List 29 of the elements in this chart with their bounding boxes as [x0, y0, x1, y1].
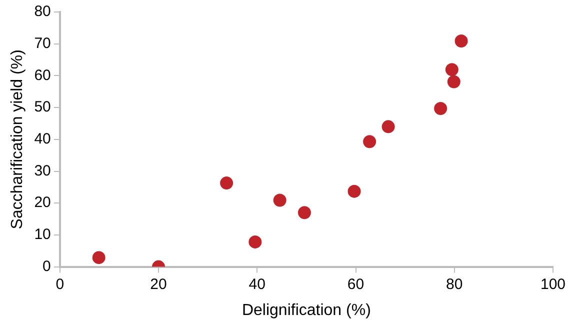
point [445, 63, 458, 76]
x-tick-label: 40 [248, 276, 266, 293]
point [273, 194, 286, 207]
point [248, 235, 262, 248]
x-axis-title: Delignification (%) [242, 302, 371, 319]
x-tick-label: 100 [540, 276, 566, 293]
x-tick-label: 80 [446, 276, 463, 293]
y-tick-label: 50 [34, 98, 51, 116]
point [447, 75, 460, 88]
point [382, 120, 395, 134]
y-tick-label: 40 [34, 130, 51, 148]
point [363, 135, 376, 148]
y-tick-label: 0 [42, 258, 51, 275]
y-tick-label: 30 [34, 162, 51, 180]
point [220, 176, 234, 190]
point [434, 102, 448, 116]
y-tick-label: 80 [34, 3, 51, 20]
x-tick-label: 20 [150, 276, 167, 293]
x-tick-label: 60 [347, 276, 364, 293]
y-axis-title: Saccharification yield (%) [9, 50, 26, 230]
y-tick-label: 10 [34, 226, 51, 244]
point [454, 34, 468, 48]
point [348, 184, 361, 198]
x-tick-label: 0 [56, 276, 64, 293]
y-tick-label: 70 [34, 34, 51, 52]
point [298, 206, 311, 220]
point [92, 251, 106, 264]
y-tick-label: 60 [34, 66, 51, 84]
y-tick-label: 20 [34, 194, 51, 212]
